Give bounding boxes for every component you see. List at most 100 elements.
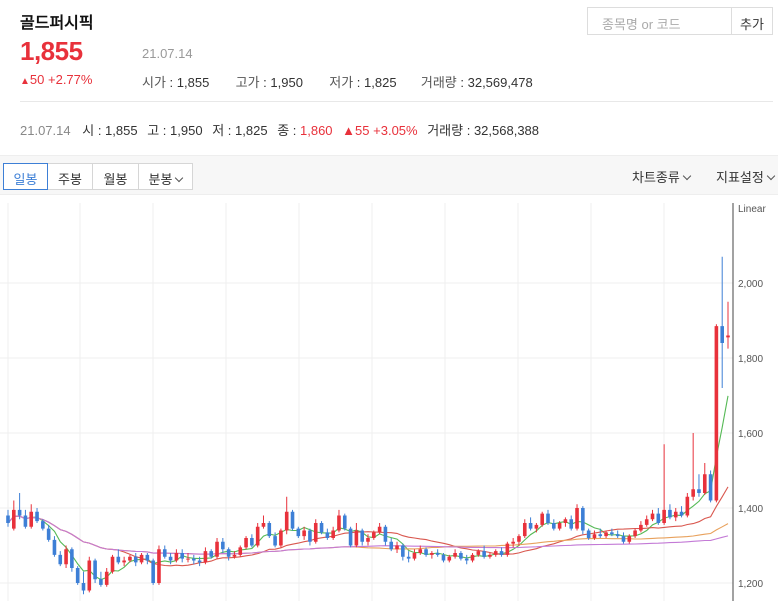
ma-line-xlong [7,515,729,555]
candle-body [180,553,184,559]
candle-body [360,530,364,542]
price-change: ▲50 +2.77% [20,72,92,87]
candle-body [168,556,173,561]
candle-body [81,583,86,591]
candle-body [284,511,289,531]
stock-name: 골드퍼시픽 [20,15,94,32]
candle-body [656,513,661,523]
tab-minute[interactable]: 분봉 [138,163,193,190]
candle-body [128,556,132,561]
candle-body [290,511,295,529]
header-divider [20,101,773,102]
candle-body [581,508,585,531]
candle-body [586,530,591,538]
candle-body [534,524,539,529]
current-price: 1,855 [20,36,83,66]
detail-date: 21.07.14 [20,123,71,138]
candle-body [720,326,724,343]
candle-body [58,554,63,565]
price-chart[interactable]: 2,000 1,800 1,600 1,400 1,200 Linear [0,195,778,601]
candle-body [192,558,196,561]
candle-body [99,579,103,585]
candle-body [644,519,649,525]
tab-weekly[interactable]: 주봉 [47,163,93,190]
candle-body [418,549,423,553]
candle-body [673,511,678,518]
candle-body [441,554,446,561]
candle-body [244,538,248,548]
candle-body [435,553,440,555]
candle-body [267,523,272,537]
candle-body [145,554,150,561]
candle-body [296,528,301,537]
detail-change: ▲55 +3.05% [342,123,418,138]
candle-body [552,523,556,529]
candle-body [12,509,16,529]
up-arrow-icon: ▲ [342,123,356,138]
add-stock-button[interactable]: 추가 [731,7,773,35]
candle-body [563,519,568,523]
candle-body [133,556,138,563]
chart-type-dropdown[interactable]: 차트종류 [632,167,692,186]
candle-body [488,554,492,557]
candle-body [714,326,719,501]
high-price: 고가 : 1,950 [235,75,303,90]
candle-body [29,511,34,527]
candle-body [430,553,434,555]
ma-line-mid [7,486,729,567]
candle-body [679,511,684,516]
y-tick-label: 1,200 [738,579,763,590]
y-tick-label: 2,000 [738,279,763,290]
candle-body [499,551,504,555]
candle-body [662,509,666,523]
candle-body [250,538,254,546]
candle-body [447,556,452,561]
candle-body [64,549,68,565]
candle-body [424,549,428,555]
ma-line-short [7,395,729,581]
candle-body [610,532,614,535]
candle-body [23,515,28,527]
candle-body [162,549,167,557]
candle-body [157,549,161,583]
trade-volume: 거래량 : 32,569,478 [420,75,533,90]
candle-body [522,523,527,537]
candle-body [174,553,179,561]
detail-high: 고 : 1,950 [147,123,203,138]
candle-body [151,560,155,583]
indicator-settings-dropdown[interactable]: 지표설정 [716,167,776,186]
candle-body [273,536,277,546]
candle-body [372,532,376,538]
candle-body [35,511,39,522]
detail-low: 저 : 1,825 [212,123,268,138]
chart-toolbar: 일봉 주봉 월봉 분봉 차트종류 지표설정 [0,155,778,195]
tab-daily[interactable]: 일봉 [3,163,48,190]
candle-body [226,549,231,557]
candle-body [406,556,411,559]
candle-body [702,474,707,493]
candle-body [389,541,394,550]
open-price: 시가 : 1,855 [142,75,210,90]
candle-body [401,545,405,557]
candle-body [726,335,730,338]
candle-body [302,530,306,537]
candle-body [232,554,237,557]
candle-body [331,530,335,538]
candle-body [116,556,121,563]
candle-body [464,558,469,561]
candle-body [261,523,266,527]
candle-body [46,528,51,540]
tab-monthly[interactable]: 월봉 [92,163,139,190]
stock-search-input[interactable]: 종목명 or 코드 [587,7,732,35]
candle-body [493,551,498,555]
candle-body [639,524,643,531]
candle-body [592,534,597,538]
candle-body [540,513,544,525]
candle-body [708,474,713,501]
scale-label: Linear [738,204,766,215]
candle-body [569,519,574,529]
candle-body [308,530,312,542]
candle-body [255,526,260,546]
candle-body [93,560,97,580]
candle-body [697,489,701,493]
